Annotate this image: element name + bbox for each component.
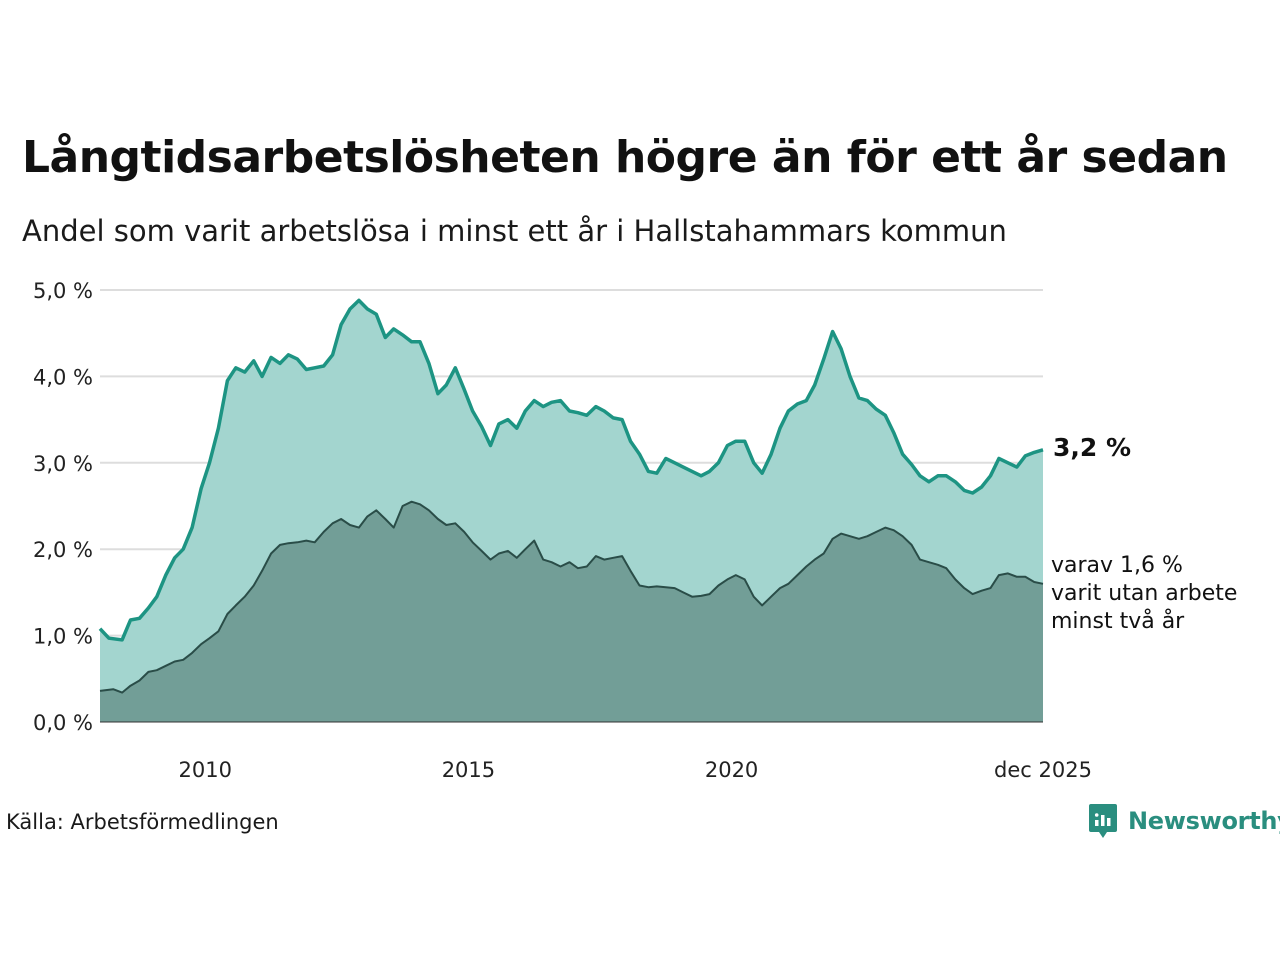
series-line-2: [99, 500, 1044, 694]
series-1-end-label: 3,2 %: [1053, 433, 1131, 462]
series-2-end-label-line: varit utan arbete: [1051, 581, 1237, 606]
y-tick-label: 3,0 %: [33, 452, 93, 476]
series-line-1: [98, 298, 1044, 642]
x-tick-label: 2020: [705, 758, 758, 782]
y-tick-labels: 0,0 % 1,0 % 2,0 % 3,0 % 4,0 % 5,0 %: [33, 279, 93, 735]
x-tick-label: 2015: [442, 758, 495, 782]
series-2-end-label-line: minst två år: [1051, 608, 1185, 634]
x-tick-label: dec 2025: [994, 758, 1092, 782]
newsworthy-logo-icon: [1089, 804, 1117, 838]
y-tick-label: 2,0 %: [33, 538, 93, 562]
source-note: Källa: Arbetsförmedlingen: [6, 810, 279, 834]
y-tick-label: 1,0 %: [33, 625, 93, 649]
area-chart: 0,0 %1,0 %2,0 %3,0 %4,0 %5,0 % 2010 2015 2…: [33, 279, 1237, 782]
y-tick-label: 4,0 %: [33, 365, 93, 389]
y-tick-label: 0,0 %: [33, 711, 93, 735]
series-2-end-label-line: varav 1,6 %: [1051, 553, 1183, 578]
chart-title: Långtidsarbetslösheten högre än för ett …: [22, 132, 1228, 183]
y-tick-label: 5,0 %: [33, 279, 93, 303]
x-tick-label: 2010: [179, 758, 232, 782]
newsworthy-logo[interactable]: Newsworthy: [1088, 803, 1280, 839]
logo-text: Newsworthy: [1128, 807, 1280, 835]
x-tick-labels: 2010 2015 2020 dec 2025: [179, 758, 1092, 782]
series-area-2: [100, 501, 1043, 722]
chart-areas: [98, 298, 1044, 722]
chart-subtitle: Andel som varit arbetslösa i minst ett å…: [22, 214, 1007, 248]
